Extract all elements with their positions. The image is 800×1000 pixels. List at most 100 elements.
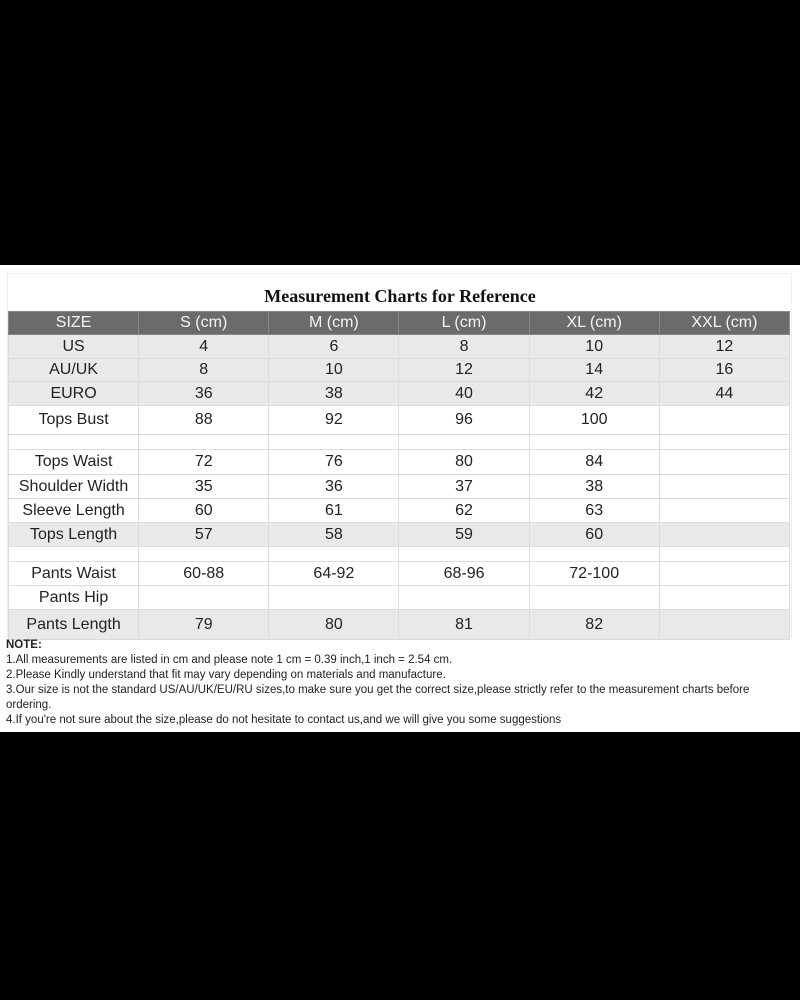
table-cell: [138, 434, 270, 450]
table-cell: 84: [528, 449, 660, 475]
note-item: 2.Please Kindly understand that fit may …: [6, 669, 446, 681]
table-row: EURO 36 38 40 42 44: [7, 381, 791, 406]
table-cell: 37: [398, 474, 530, 499]
note-item: 4.If you're not sure about the size,plea…: [6, 714, 562, 726]
table-cell: 14: [528, 358, 660, 382]
table-row: Pants Waist 60-88 64-92 68-96 72-100: [7, 561, 791, 586]
table-cell: 12: [398, 358, 530, 382]
table-cell: 64-92: [268, 561, 400, 586]
column-header: S (cm): [138, 311, 270, 335]
table-cell: 60: [138, 498, 270, 523]
table-cell: [658, 434, 791, 450]
table-cell: 61: [268, 498, 400, 523]
table-cell: 62: [398, 498, 530, 523]
table-cell: 44: [658, 381, 791, 406]
table-cell: [398, 585, 530, 610]
table-cell: 80: [268, 609, 400, 640]
table-cell: 79: [138, 609, 270, 640]
note-item: 3.Our size is not the standard US/AU/UK/…: [6, 684, 750, 711]
table-row: Shoulder Width 35 36 37 38: [7, 474, 791, 499]
table-cell: 38: [268, 381, 400, 406]
table-cell: 16: [658, 358, 791, 382]
row-label: Pants Hip: [7, 585, 140, 610]
table-cell: 8: [138, 358, 270, 382]
row-label: [7, 546, 140, 562]
column-header: XL (cm): [528, 311, 660, 335]
table-cell: 92: [268, 405, 400, 435]
table-cell: 8: [398, 334, 530, 359]
table-cell: 12: [658, 334, 791, 359]
table-cell: 96: [398, 405, 530, 435]
row-label: Tops Bust: [7, 405, 140, 435]
table-cell: [528, 585, 660, 610]
table-cell: 82: [528, 609, 660, 640]
table-cell: 4: [138, 334, 270, 359]
table-cell: 40: [398, 381, 530, 406]
row-label: Tops Length: [7, 522, 140, 547]
table-cell: 57: [138, 522, 270, 547]
table-row: Tops Bust 88 92 96 100: [7, 405, 791, 435]
table-cell: 72-100: [528, 561, 660, 586]
table-cell: 76: [268, 449, 400, 475]
header-row: SIZE S (cm) M (cm) L (cm) XL (cm) XXL (cm): [7, 311, 791, 335]
row-label: US: [7, 334, 140, 359]
table-row: Pants Hip: [7, 585, 791, 610]
table-cell: [658, 561, 791, 586]
table-cell: [398, 546, 530, 562]
table-cell: 35: [138, 474, 270, 499]
table-row: Pants Length 79 80 81 82: [7, 609, 791, 640]
table-row: AU/UK 8 10 12 14 16: [7, 358, 791, 382]
table-cell: 60: [528, 522, 660, 547]
table-cell: [658, 449, 791, 475]
table-cell: 10: [268, 358, 400, 382]
table-cell: 72: [138, 449, 270, 475]
table-cell: [268, 434, 400, 450]
table-cell: 63: [528, 498, 660, 523]
table-cell: 100: [528, 405, 660, 435]
table-cell: [398, 434, 530, 450]
column-header: L (cm): [398, 311, 530, 335]
table-row: Sleeve Length 60 61 62 63: [7, 498, 791, 523]
table-cell: [658, 585, 791, 610]
column-header: M (cm): [268, 311, 400, 335]
table-cell: 58: [268, 522, 400, 547]
row-label: Shoulder Width: [7, 474, 140, 499]
row-label: AU/UK: [7, 358, 140, 382]
table-cell: [658, 474, 791, 499]
row-label: Pants Waist: [7, 561, 140, 586]
notes-heading: NOTE:: [6, 639, 42, 651]
row-label: Pants Length: [7, 609, 140, 640]
table-cell: 81: [398, 609, 530, 640]
table-cell: [528, 434, 660, 450]
column-header: SIZE: [7, 311, 140, 335]
table-cell: 10: [528, 334, 660, 359]
table-row: Tops Waist 72 76 80 84: [7, 449, 791, 475]
table-cell: 60-88: [138, 561, 270, 586]
table-cell: [658, 522, 791, 547]
spacer-row: [7, 546, 791, 562]
column-header: XXL (cm): [658, 311, 791, 335]
row-label: [7, 434, 140, 450]
notes: NOTE: 1.All measurements are listed in c…: [6, 638, 796, 728]
note-item: 1.All measurements are listed in cm and …: [6, 654, 453, 666]
table-cell: [268, 546, 400, 562]
table-cell: 88: [138, 405, 270, 435]
spacer-row: [7, 434, 791, 450]
chart-title: Measurement Charts for Reference: [264, 286, 536, 306]
table-cell: 36: [138, 381, 270, 406]
table-cell: 36: [268, 474, 400, 499]
table-cell: 38: [528, 474, 660, 499]
table-cell: 68-96: [398, 561, 530, 586]
table-cell: 80: [398, 449, 530, 475]
table-cell: [138, 546, 270, 562]
table-cell: [658, 405, 791, 435]
table-cell: 6: [268, 334, 400, 359]
row-label: Tops Waist: [7, 449, 140, 475]
table-cell: [268, 585, 400, 610]
table-cell: 42: [528, 381, 660, 406]
table-cell: [658, 546, 791, 562]
table-cell: [658, 609, 791, 640]
table-cell: [138, 585, 270, 610]
size-table: SIZE S (cm) M (cm) L (cm) XL (cm) XXL (cm) US…: [7, 311, 791, 640]
table-cell: 59: [398, 522, 530, 547]
